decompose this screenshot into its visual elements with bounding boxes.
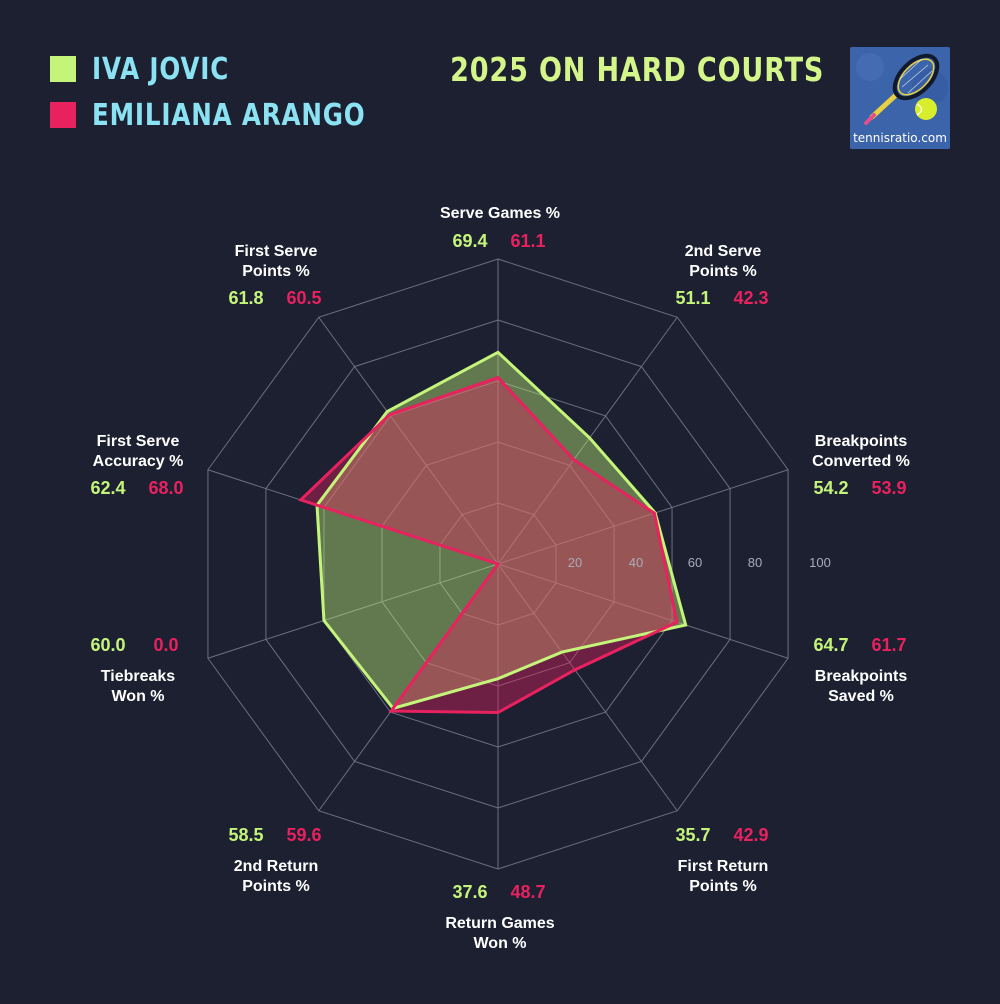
series-line-1 [315,350,688,711]
axis-label: Saved % [828,688,894,705]
axis-label: Breakpoints [815,668,908,685]
tick-label: 80 [748,555,762,570]
axis-label: Converted % [812,453,910,470]
value-label-player1: 61.8 [228,288,263,308]
value-label-player2: 61.1 [510,231,545,251]
axis-label: Won % [111,688,164,705]
series-line-2 [297,375,679,715]
value-label-player1: 69.4 [452,231,487,251]
grid-spoke [497,563,678,812]
value-label-player2: 59.6 [286,825,321,845]
legend-swatch-player1 [50,56,76,82]
axis-label: Serve Games % [440,205,560,222]
series-area-1 [316,352,686,709]
tick-label: 40 [629,555,643,570]
axis-label: First Return [678,858,769,875]
axis-label: Accuracy % [93,453,184,470]
grid-spoke [497,469,789,565]
axis-label: Return Games [445,915,554,932]
axis-label: Breakpoints [815,433,908,450]
axis-label: First Serve [235,243,318,260]
tennisratio-logo[interactable]: tennisratio.com [850,47,950,149]
axis-label: Points % [689,263,757,280]
legend: IVA JOVIC EMILIANA ARANGO [50,46,426,138]
tick-label: 20 [568,555,582,570]
value-label-player2: 68.0 [148,478,183,498]
legend-swatch-player2 [50,102,76,128]
value-label-player2: 53.9 [871,478,906,498]
value-label-player2: 42.9 [733,825,768,845]
value-label-player2: 42.3 [733,288,768,308]
value-label-player1: 37.6 [452,882,487,902]
grid-spoke [497,316,678,565]
legend-item-player1: IVA JOVIC [50,46,426,92]
logo-text: tennisratio.com [853,131,947,145]
grid-spoke [318,316,499,565]
legend-item-player2: EMILIANA ARANGO [50,92,426,138]
legend-label-player1: IVA JOVIC [92,51,230,87]
tennis-racket-icon [850,47,950,149]
value-label-player1: 58.5 [228,825,263,845]
axis-label: 2nd Serve [685,243,762,260]
axis-label: First Serve [97,433,180,450]
value-label-player2: 61.7 [871,635,906,655]
axis-label: 2nd Return [234,858,318,875]
legend-label-player2: EMILIANA ARANGO [92,97,366,133]
value-label-player2: 48.7 [510,882,545,902]
value-label-player1: 64.7 [813,635,848,655]
value-label-player1: 35.7 [675,825,710,845]
value-label-player2: 0.0 [153,635,178,655]
axis-label: Points % [242,263,310,280]
value-label-player1: 62.4 [90,478,125,498]
axis-label: Tiebreaks [101,668,176,685]
value-label-player1: 60.0 [90,635,125,655]
chart-title: 2025 ON HARD COURTS [449,49,824,89]
value-label-player1: 51.1 [675,288,710,308]
tick-label: 60 [688,555,702,570]
axis-label: Points % [242,878,310,895]
grid-spoke [497,563,789,659]
value-label-player1: 54.2 [813,478,848,498]
value-label-player2: 60.5 [286,288,321,308]
axis-label: Points % [689,878,757,895]
series-area-2 [300,377,677,713]
grid-spoke [207,563,499,659]
axis-label: Won % [473,935,526,952]
tick-label: 100 [809,555,831,570]
